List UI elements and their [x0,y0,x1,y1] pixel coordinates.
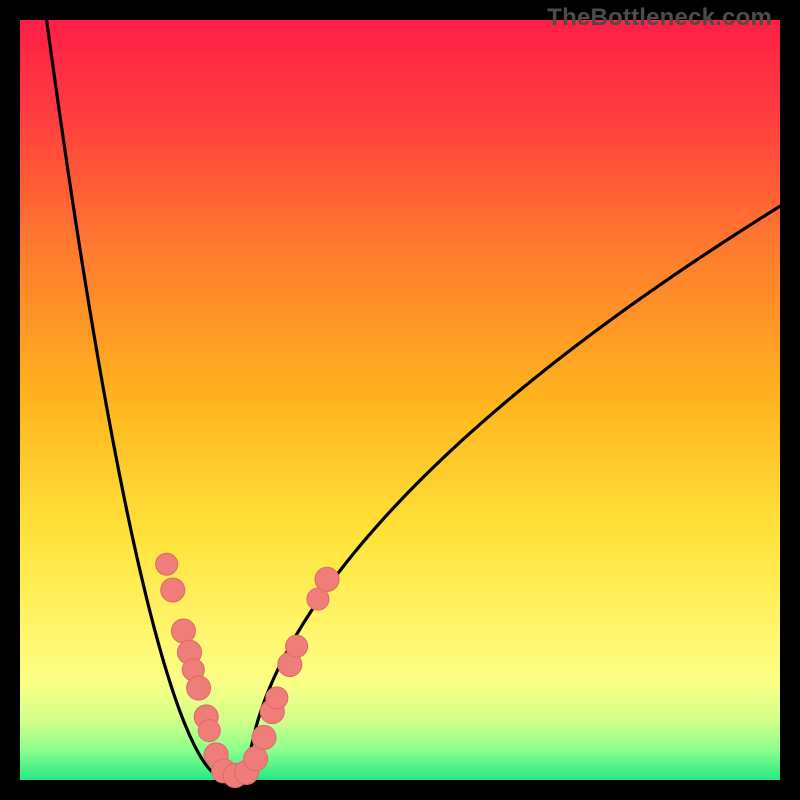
data-marker [156,553,178,575]
bottleneck-chart [0,0,800,800]
data-marker [198,720,220,742]
watermark-text: TheBottleneck.com [547,4,772,32]
data-marker [161,578,185,602]
data-marker [315,567,339,591]
data-marker [286,635,308,657]
gradient-background [20,20,780,780]
chart-frame: TheBottleneck.com [0,0,800,800]
data-marker [252,725,276,749]
data-marker [171,619,195,643]
data-marker [187,676,211,700]
data-marker [266,687,288,709]
data-marker [244,747,268,771]
